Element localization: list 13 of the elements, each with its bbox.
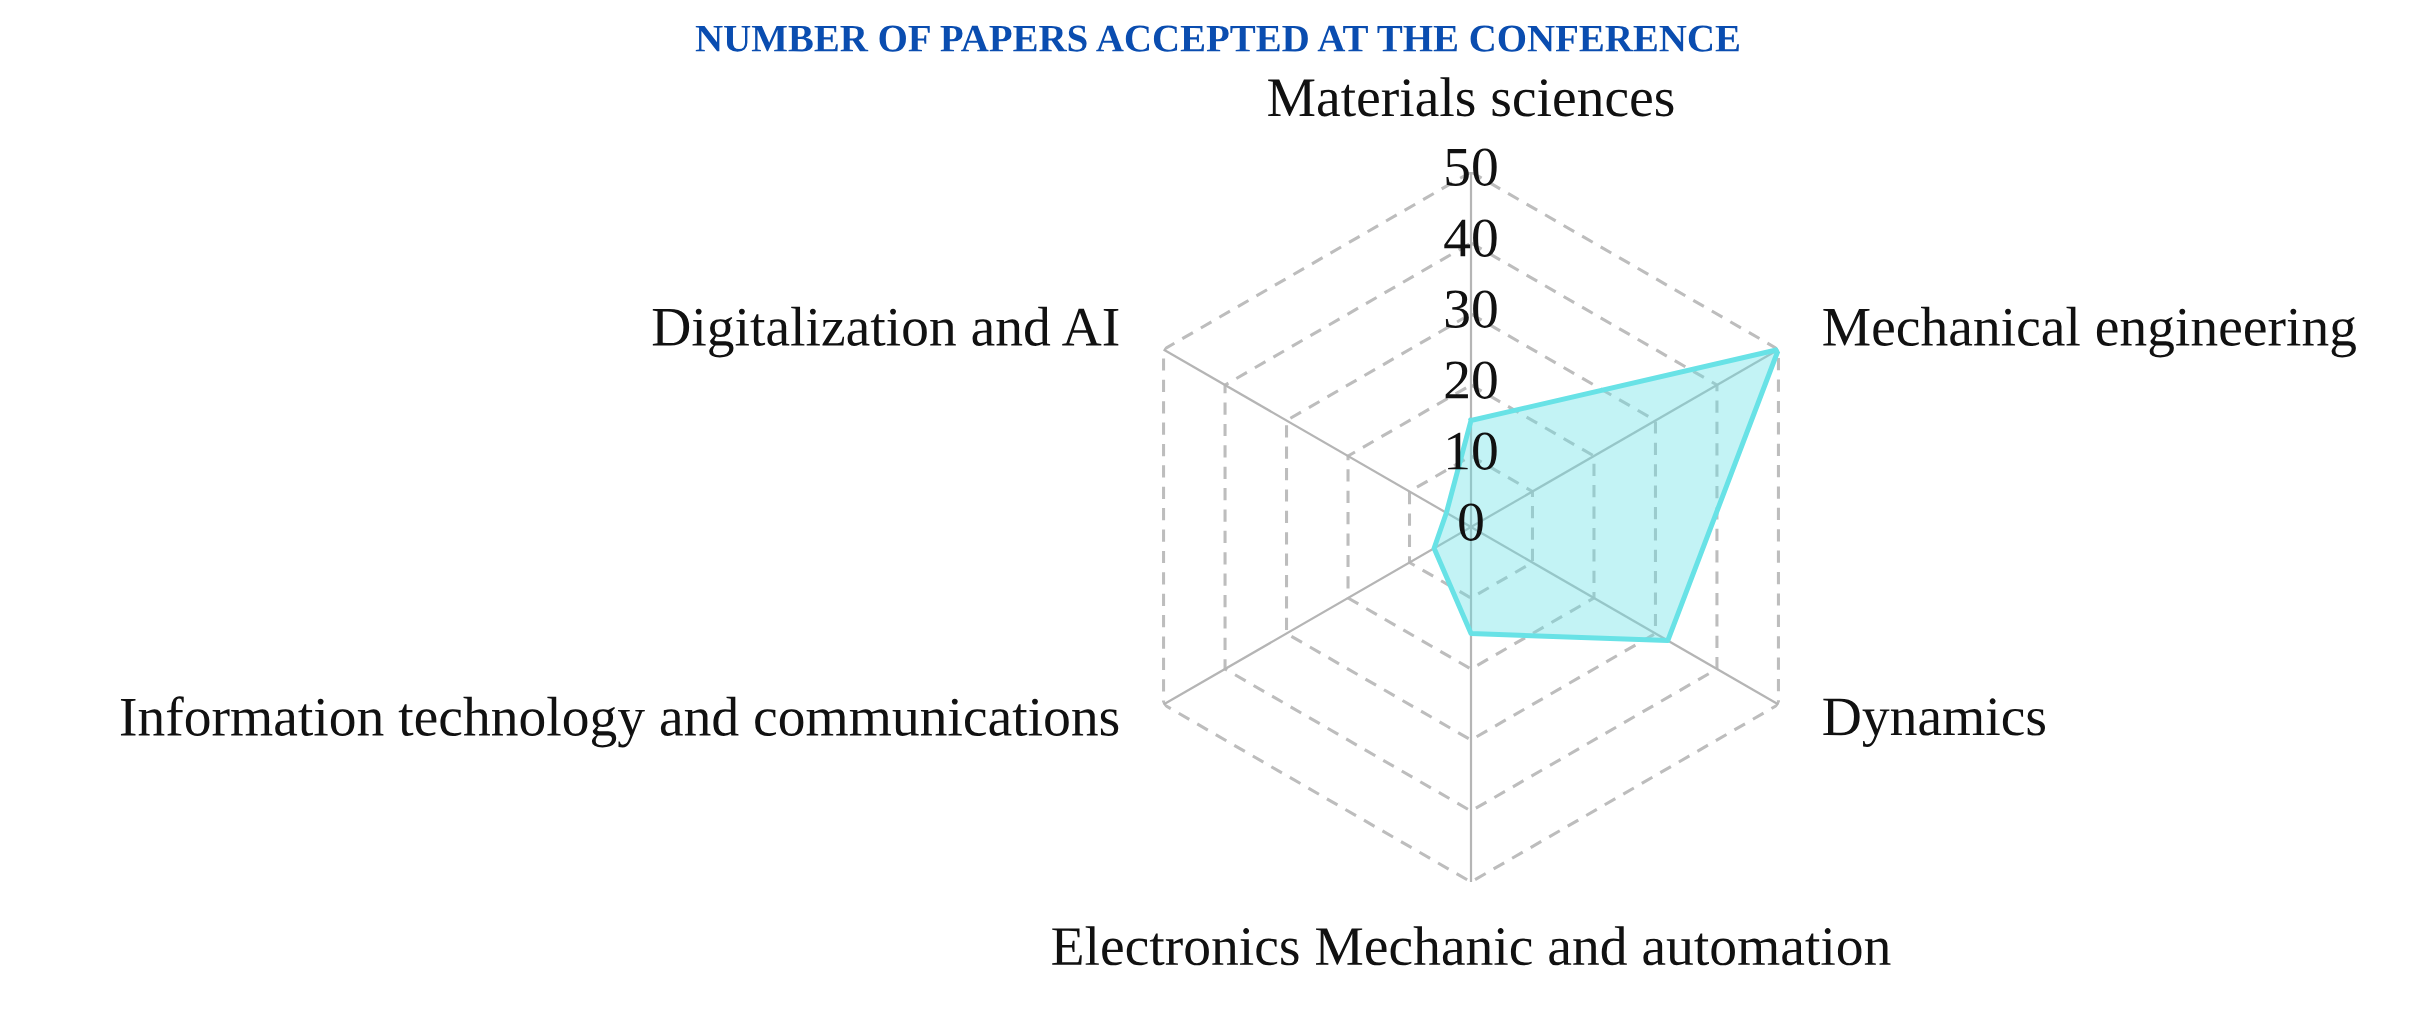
y-tick-label: 30: [1445, 290, 1497, 328]
spoke-label: Electronics Mechanic and automation: [1052, 926, 1891, 966]
spoke-label: Information technology and communications: [120, 696, 1119, 748]
spoke-label: Mechanical engineering: [1823, 306, 2356, 358]
y-tick-label: 0: [1459, 503, 1483, 541]
y-tick-label: 40: [1444, 219, 1497, 257]
y-tick-label: 20: [1445, 361, 1497, 399]
chart-title: NUMBER OF PAPERS ACCEPTED AT THE CONFERENCE: [695, 25, 1739, 52]
spoke-label: Dynamics: [1823, 698, 2045, 748]
spoke-label: Digitalization and AI: [652, 306, 1119, 358]
y-tick-label: 10: [1448, 432, 1497, 470]
spoke-label: Materials sciences: [1268, 77, 1674, 117]
y-tick-label: 50: [1446, 148, 1497, 186]
